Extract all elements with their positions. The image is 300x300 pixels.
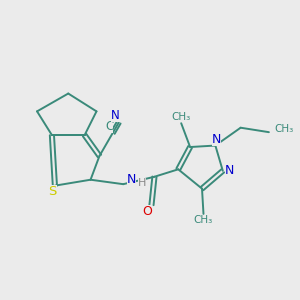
Text: CH₃: CH₃ xyxy=(194,215,213,225)
Text: N: N xyxy=(111,110,120,122)
Text: CH₃: CH₃ xyxy=(172,112,191,122)
Text: N: N xyxy=(225,164,234,177)
Text: N: N xyxy=(127,173,136,186)
Text: O: O xyxy=(142,205,152,218)
Text: H: H xyxy=(138,178,146,188)
Text: N: N xyxy=(212,133,221,146)
Text: S: S xyxy=(48,184,57,197)
Text: CH₃: CH₃ xyxy=(275,124,294,134)
Text: C: C xyxy=(105,120,113,133)
